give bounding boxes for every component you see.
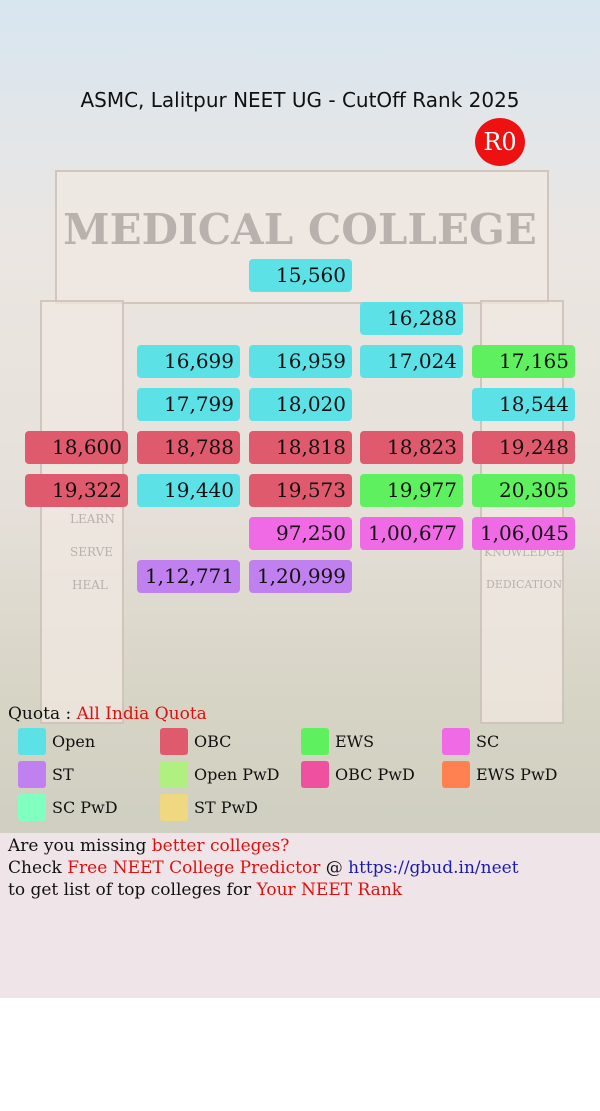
rank-cell: 1,06,045 xyxy=(472,517,575,550)
legend-swatch xyxy=(18,728,46,755)
promo-text: to get list of top colleges for xyxy=(8,880,257,900)
wall-text: DEDICATION xyxy=(486,578,563,591)
gate-pillar xyxy=(40,300,124,724)
round-badge: R0 xyxy=(475,118,525,166)
promo-link[interactable]: https://gbud.in/neet xyxy=(348,858,519,878)
rank-cell: 18,544 xyxy=(472,388,575,421)
legend-swatch xyxy=(442,728,470,755)
rank-cell: 18,020 xyxy=(249,388,352,421)
quota-value: All India Quota xyxy=(76,704,207,724)
rank-cell: 18,818 xyxy=(249,431,352,464)
legend-swatch xyxy=(301,761,329,788)
legend-swatch xyxy=(18,761,46,788)
legend-label: SC xyxy=(476,732,500,751)
rank-cell: 15,560 xyxy=(249,259,352,292)
legend-label: OBC PwD xyxy=(335,765,415,784)
rank-cell: 1,20,999 xyxy=(249,560,352,593)
promo-text: Check xyxy=(8,858,68,878)
legend-label: Open PwD xyxy=(194,765,280,784)
rank-cell: 16,959 xyxy=(249,345,352,378)
rank-cell: 18,600 xyxy=(25,431,128,464)
legend-label: EWS xyxy=(335,732,375,751)
quota-label: Quota : xyxy=(8,704,72,724)
rank-cell: 16,699 xyxy=(137,345,240,378)
rank-cell: 17,024 xyxy=(360,345,463,378)
promo-text: Your NEET Rank xyxy=(256,880,403,900)
legend-swatch xyxy=(18,794,46,821)
legend-label: OBC xyxy=(194,732,232,751)
legend-label: ST xyxy=(52,765,74,784)
rank-cell: 19,248 xyxy=(472,431,575,464)
quota: Quota : All India Quota xyxy=(8,704,207,724)
legend-label: ST PwD xyxy=(194,798,259,817)
legend-swatch xyxy=(160,728,188,755)
legend-label: SC PwD xyxy=(52,798,118,817)
rank-cell: 1,12,771 xyxy=(137,560,240,593)
legend-swatch xyxy=(442,761,470,788)
legend-label: Open xyxy=(52,732,96,751)
rank-cell: 16,288 xyxy=(360,302,463,335)
promo: Are you missing better colleges? Check Fr… xyxy=(0,833,600,998)
promo-line: Are you missing better colleges? xyxy=(8,836,289,856)
promo-text: @ xyxy=(320,858,349,878)
legend-swatch xyxy=(160,794,188,821)
rank-cell: 18,788 xyxy=(137,431,240,464)
promo-line: Check Free NEET College Predictor @ http… xyxy=(8,858,519,878)
legend-swatch xyxy=(301,728,329,755)
legend-swatch xyxy=(160,761,188,788)
wall-text: LEARN xyxy=(70,512,115,526)
rank-cell: 20,305 xyxy=(472,474,575,507)
promo-text: Free NEET College Predictor xyxy=(67,858,321,878)
sign-text: MEDICAL COLLEGE xyxy=(63,205,537,254)
rank-cell: 19,440 xyxy=(137,474,240,507)
rank-cell: 17,165 xyxy=(472,345,575,378)
rank-cell: 19,322 xyxy=(25,474,128,507)
rank-cell: 19,977 xyxy=(360,474,463,507)
promo-text: Are you missing xyxy=(8,836,152,856)
rank-cell: 18,823 xyxy=(360,431,463,464)
rank-cell: 97,250 xyxy=(249,517,352,550)
promo-line: to get list of top colleges for Your NEE… xyxy=(8,880,402,900)
legend-label: EWS PwD xyxy=(476,765,558,784)
rank-cell: 1,00,677 xyxy=(360,517,463,550)
wall-text: SERVE xyxy=(70,545,114,559)
title: ASMC, Lalitpur NEET UG - CutOff Rank 202… xyxy=(80,88,520,112)
wall-text: HEAL xyxy=(72,578,108,592)
rank-cell: 19,573 xyxy=(249,474,352,507)
rank-cell: 17,799 xyxy=(137,388,240,421)
promo-text: better colleges? xyxy=(151,836,290,856)
